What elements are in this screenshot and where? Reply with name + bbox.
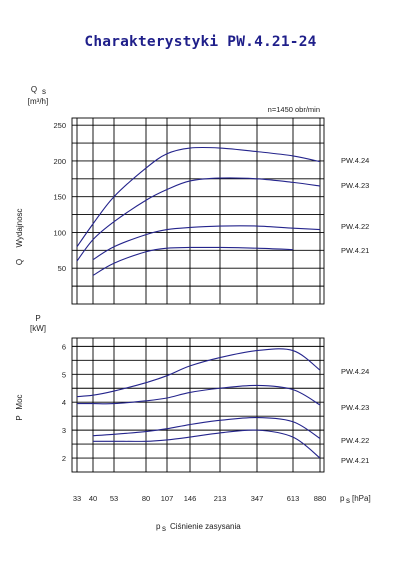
flow-axis-symbol: Q [31,85,37,94]
flow-axis-unit: [m³/h] [28,97,48,106]
flow-panel-y-tick-label: 50 [58,264,66,273]
power-panel-y-tick-label: 3 [62,426,66,435]
x-tick-label: 107 [161,494,174,503]
flow-panel-y-tick-label: 250 [53,121,66,130]
power-series-label: PW.4.22 [341,436,369,445]
speed-annotation: n=1450 obr/min [268,105,320,114]
power-axis-unit: [kW] [30,324,46,333]
flow-panel-series-pw-4-21 [92,246,294,276]
power-series-label: PW.4.24 [341,367,369,376]
x-axis-title-subscript: s [162,524,166,533]
x-tick-label: 53 [110,494,118,503]
power-axis-title-symbol: P [15,415,24,420]
flow-panel-y-tick-label: 150 [53,193,66,202]
power-series-label: PW.4.23 [341,403,369,412]
x-axis-unit: [hPa] [352,494,371,503]
x-tick-label: 146 [184,494,197,503]
flow-series-label: PW.4.23 [341,181,369,190]
power-panel-frame [71,337,325,473]
power-panel-y-tick-label: 6 [62,342,66,351]
x-tick-label: 213 [214,494,227,503]
flow-panel-series-pw-4-22 [92,225,321,261]
power-axis-symbol: P [35,314,40,323]
x-axis-subscript: s [346,496,350,505]
power-panel-y-tick-label: 2 [62,454,66,463]
flow-panel-series-pw-4-24 [76,146,321,248]
x-tick-label: 347 [251,494,264,503]
power-axis-title: Moc [15,394,24,409]
flow-axis-title-symbol: Q [15,259,24,265]
flow-series-label: PW.4.21 [341,246,369,255]
flow-series-label: PW.4.22 [341,222,369,231]
flow-panel-y-tick-label: 100 [53,228,66,237]
x-tick-label: 33 [73,494,81,503]
power-panel-series-pw-4-22 [92,417,321,439]
x-tick-label: 613 [287,494,300,503]
flow-panel-series-pw-4-23 [76,177,321,262]
x-axis-title-symbol: p [156,522,161,531]
x-tick-label: 40 [89,494,97,503]
x-axis-title: Ciśnienie zasysania [170,522,241,531]
power-panel-y-tick-label: 5 [62,370,66,379]
flow-series-label: PW.4.24 [341,156,369,165]
flow-axis-subscript: s [42,87,46,96]
power-panel-series-pw-4-24 [76,348,321,398]
power-panel-series-pw-4-23 [76,384,321,406]
x-tick-label: 880 [314,494,327,503]
x-tick-label: 80 [142,494,150,503]
x-axis-symbol: p [340,494,345,503]
chart-title: Charakterystyki PW.4.21-24 [84,34,317,50]
flow-axis-title: Wydajnosc [15,208,24,247]
power-series-label: PW.4.21 [341,456,369,465]
flow-panel-y-tick-label: 200 [53,157,66,166]
power-panel-y-tick-label: 4 [62,398,66,407]
flow-panel-frame [71,117,325,305]
power-panel-series-pw-4-21 [92,429,321,459]
